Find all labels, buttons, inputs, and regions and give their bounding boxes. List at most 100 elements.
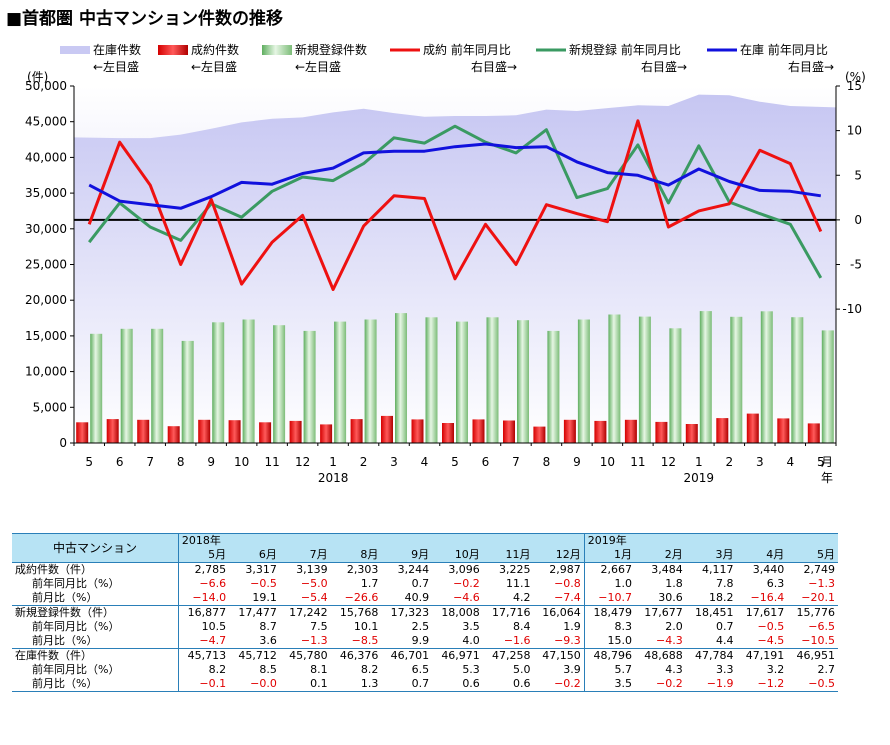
table-cell: −1.9 xyxy=(685,677,737,692)
table-cell: 17,323 xyxy=(381,605,433,620)
table-cell: 46,701 xyxy=(381,648,433,663)
new-listing-bar xyxy=(120,328,133,443)
x-tick-label: 2 xyxy=(360,455,368,469)
left-tick-label: 25,000 xyxy=(25,258,67,272)
table-cell: 46,971 xyxy=(432,648,483,663)
legend-note: 右目盛→ xyxy=(471,59,517,74)
table-cell: 8.4 xyxy=(513,620,531,633)
table-row: 前月比（%） −0.1 −0.0 0.1 1.3 0.7 0.6 0.6 −0.2 3.5 −0.2… xyxy=(12,677,838,692)
new-listing-bar xyxy=(638,316,651,443)
table-month-header: 10月 xyxy=(432,548,483,563)
table-row-label: 前年同月比（%） xyxy=(12,663,179,677)
data-table: 中古マンション 2018年 2019年 5月 6月 7月 8月 9月 10月 11月 12月 1… xyxy=(12,533,838,692)
new-listing-bar xyxy=(547,330,560,443)
legend-note: 右目盛→ xyxy=(788,59,834,74)
left-tick-label: 0 xyxy=(59,436,67,450)
legend-note: ←左目盛 xyxy=(295,59,341,74)
table-cell: 4.2 xyxy=(513,591,531,604)
contract-bar xyxy=(685,424,698,443)
new-listing-yoy-line xyxy=(88,124,823,279)
table-cell: 40.9 xyxy=(404,591,430,604)
table-cell: −9.3 xyxy=(554,634,581,647)
contract-bar xyxy=(594,420,607,443)
table-month-header: 2月 xyxy=(635,548,686,563)
contract-bar xyxy=(259,422,272,443)
table-cell: 15,776 xyxy=(787,605,838,620)
table-cell: 2.5 xyxy=(411,620,430,633)
table-cell: 16,064 xyxy=(533,605,585,620)
table-cell: 47,150 xyxy=(533,648,585,663)
table-cell: −8.5 xyxy=(351,634,379,647)
table-row-label: 在庫件数（件） xyxy=(12,648,179,663)
x-tick-label: 3 xyxy=(390,455,398,469)
x-tick-label: 7 xyxy=(512,455,520,469)
left-tick-label: 35,000 xyxy=(25,186,67,200)
new-listing-bar xyxy=(486,317,499,443)
table-month-header: 12月 xyxy=(533,548,585,563)
table-cell: 17,716 xyxy=(482,605,534,620)
table-row: 前年同月比（%） 8.2 8.5 8.1 8.2 6.5 5.3 5.0 3.9 5.7 4.3 3.… xyxy=(12,663,838,677)
x-tick-label: 8 xyxy=(543,455,551,469)
right-axis-unit: (%) xyxy=(845,70,866,84)
table-cell: 2,667 xyxy=(583,562,636,577)
table-cell: −20.1 xyxy=(801,591,835,604)
table-cell: 0.6 xyxy=(432,677,483,692)
table-cell: −10.7 xyxy=(583,591,636,606)
table-cell: 4.0 xyxy=(462,634,480,647)
x-tick-label: 1 xyxy=(695,455,703,469)
table-cell: 11.1 xyxy=(506,577,531,590)
contract-bar xyxy=(807,423,820,443)
table-cell: 3.3 xyxy=(715,663,734,676)
new-listing-bar xyxy=(425,317,438,443)
table-cell: 7.5 xyxy=(310,620,328,633)
table-cell: 3,139 xyxy=(279,562,331,577)
table-cell: 8.2 xyxy=(360,663,379,676)
new-listing-bar xyxy=(90,333,103,443)
x-tick-label: 12 xyxy=(295,455,310,469)
table-cell: −26.6 xyxy=(344,591,379,604)
x-tick-label: 8 xyxy=(177,455,185,469)
table-cell: 2,987 xyxy=(533,562,585,577)
table-cell: 1.7 xyxy=(360,577,379,590)
x-year-label: 2018 xyxy=(318,471,349,485)
new-listing-bar xyxy=(212,322,225,443)
chart-title: ■首都圏 中古マンション件数の推移 xyxy=(6,8,283,29)
x-tick-label: 10 xyxy=(234,455,249,469)
new-listing-bar xyxy=(730,316,743,443)
table-cell: −1.2 xyxy=(736,677,788,692)
table-cell: 3,317 xyxy=(229,562,280,577)
table-cell: 45,780 xyxy=(279,648,331,663)
table-cell: 46,376 xyxy=(330,648,382,663)
new-listing-bar xyxy=(395,313,407,443)
table-cell: 17,242 xyxy=(279,605,331,620)
legend-label: 在庫件数 xyxy=(93,42,141,57)
contract-bar xyxy=(350,419,363,443)
x-tick-label: 9 xyxy=(573,455,581,469)
table-header-label: 中古マンション xyxy=(12,533,179,563)
table-cell: −4.5 xyxy=(757,634,785,647)
table-cell: 48,796 xyxy=(583,648,636,663)
table-cell: 6.5 xyxy=(411,663,430,676)
legend-label: 新規登録 前年同月比 xyxy=(569,42,681,57)
table-cell: 18,008 xyxy=(432,605,483,620)
right-tick-label: 5 xyxy=(854,168,862,182)
table-month-header: 7月 xyxy=(279,548,331,563)
table-cell: 3.5 xyxy=(583,677,636,692)
contract-bar xyxy=(503,420,515,443)
table-cell: 3,225 xyxy=(482,562,534,577)
x-tick-label: 5 xyxy=(451,455,459,469)
table-cell: 3,096 xyxy=(432,562,483,577)
table-cell: 3.5 xyxy=(462,620,480,633)
table-cell: 5.3 xyxy=(462,663,480,676)
table-cell: 3.2 xyxy=(766,663,785,676)
table-cell: 16,877 xyxy=(178,605,230,620)
table-month-header: 3月 xyxy=(685,548,737,563)
table-cell: 7.8 xyxy=(715,577,734,590)
chart-area: ■首都圏 中古マンション件数の推移 在庫件数 ←左目盛 成約件数 ←左目盛 新規登録件数… xyxy=(6,8,866,485)
table-cell: −10.5 xyxy=(801,634,835,647)
table-cell: 47,784 xyxy=(685,648,737,663)
table-row-label: 前年同月比（%） xyxy=(12,577,179,591)
legend-swatch-area xyxy=(60,46,90,54)
new-listing-bar xyxy=(791,317,804,443)
table-cell: 4,117 xyxy=(685,562,737,577)
